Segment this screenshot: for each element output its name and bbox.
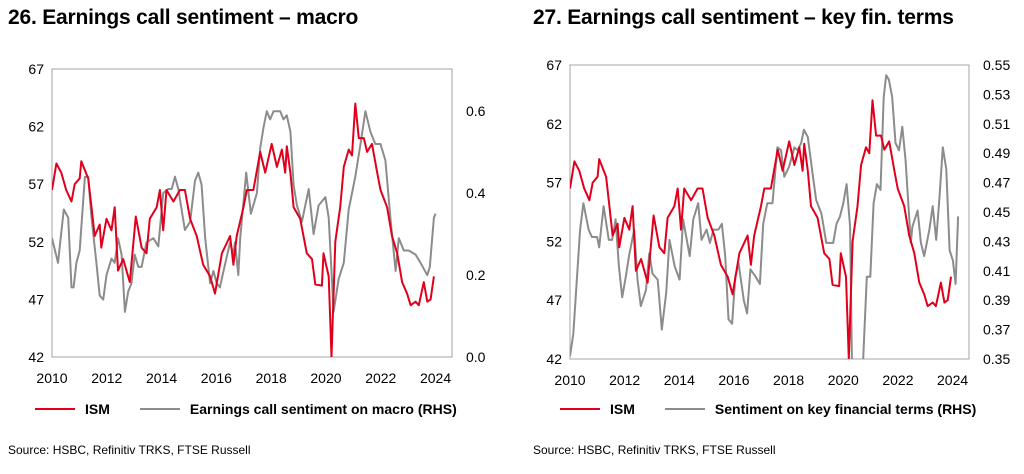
y-left-tick-label: 62 xyxy=(546,116,562,132)
y-right-tick-label: 0.6 xyxy=(466,103,486,119)
y-left-tick-label: 42 xyxy=(546,351,562,367)
sentiment-line xyxy=(570,74,960,359)
x-tick-label: 2016 xyxy=(201,370,232,386)
legend-ism-swatch xyxy=(560,408,600,410)
x-tick-label: 2020 xyxy=(828,372,859,388)
chart-27-key-fin-terms: 42 47 52 57 62 67 0.35 0.37 0.39 0.41 0.43 0.45 0.47… xyxy=(546,57,1010,388)
y-left-tick-label: 42 xyxy=(28,349,44,365)
y-left-tick-label: 57 xyxy=(546,175,562,191)
ism-line xyxy=(570,99,952,359)
y-right-tick-label: 0.51 xyxy=(983,116,1010,132)
chart-27-title: 27. Earnings call sentiment – key fin. t… xyxy=(533,6,954,29)
y-right-tick-label: 0.4 xyxy=(466,185,486,201)
legend-sentiment-label: Sentiment on key financial terms (RHS) xyxy=(714,401,977,417)
legend-sentiment-swatch xyxy=(139,408,180,410)
x-tick-label: 2022 xyxy=(365,370,396,386)
chart-26-macro-sentiment: 42 47 52 57 62 67 0.0 0.2 0.4 0.6 2010 2012 2014 2016… xyxy=(28,61,486,386)
y-left-tick-label: 52 xyxy=(28,234,44,250)
x-tick-label: 2014 xyxy=(146,370,177,386)
y-left-tick-label: 47 xyxy=(28,291,44,307)
y-right-tick-label: 0.0 xyxy=(466,349,486,365)
y-left-tick-label: 62 xyxy=(28,119,44,135)
chart-27-legend: ISM Sentiment on key financial terms (RH… xyxy=(560,401,976,417)
sentiment-line xyxy=(52,110,437,313)
y-right-tick-label: 0.39 xyxy=(983,292,1010,308)
y-left-tick-label: 57 xyxy=(28,176,44,192)
x-tick-label: 2016 xyxy=(718,372,749,388)
x-tick-label: 2018 xyxy=(773,372,804,388)
x-tick-label: 2020 xyxy=(310,370,341,386)
y-left-tick-label: 67 xyxy=(28,61,44,77)
legend-ism-label: ISM xyxy=(610,401,635,417)
y-right-tick-label: 0.37 xyxy=(983,322,1010,338)
y-right-tick-label: 0.49 xyxy=(983,145,1010,161)
x-tick-label: 2010 xyxy=(554,372,585,388)
x-tick-label: 2024 xyxy=(937,372,968,388)
x-tick-label: 2010 xyxy=(36,370,67,386)
chart-27-source: Source: HSBC, Refinitiv TRKS, FTSE Russe… xyxy=(533,443,776,457)
y-left-tick-label: 52 xyxy=(546,233,562,249)
x-tick-label: 2012 xyxy=(609,372,640,388)
plot-frame xyxy=(569,64,970,360)
y-right-tick-label: 0.35 xyxy=(983,351,1010,367)
y-right-tick-label: 0.41 xyxy=(983,263,1010,279)
y-right-tick-label: 0.47 xyxy=(983,175,1010,191)
chart-26-source: Source: HSBC, Refinitiv TRKS, FTSE Russe… xyxy=(8,443,251,457)
x-tick-label: 2018 xyxy=(256,370,287,386)
y-right-tick-label: 0.45 xyxy=(983,204,1010,220)
chart-26-title: 26. Earnings call sentiment – macro xyxy=(8,6,359,29)
x-tick-label: 2014 xyxy=(664,372,695,388)
y-right-tick-label: 0.2 xyxy=(466,267,486,283)
y-right-tick-label: 0.43 xyxy=(983,233,1010,249)
y-right-tick-label: 0.55 xyxy=(983,57,1010,73)
legend-ism-label: ISM xyxy=(85,401,110,417)
chart-26-legend: ISM Earnings call sentiment on macro (RH… xyxy=(35,401,457,417)
x-tick-label: 2024 xyxy=(420,370,451,386)
y-left-tick-label: 47 xyxy=(546,292,562,308)
plot-frame xyxy=(51,68,453,358)
x-tick-label: 2012 xyxy=(91,370,122,386)
ism-line xyxy=(52,102,435,357)
legend-sentiment-label: Earnings call sentiment on macro (RHS) xyxy=(189,401,457,417)
y-left-tick-label: 67 xyxy=(546,57,562,73)
legend-sentiment-swatch xyxy=(664,408,705,410)
y-right-tick-label: 0.53 xyxy=(983,86,1010,102)
x-tick-label: 2022 xyxy=(882,372,913,388)
legend-ism-swatch xyxy=(35,408,75,410)
